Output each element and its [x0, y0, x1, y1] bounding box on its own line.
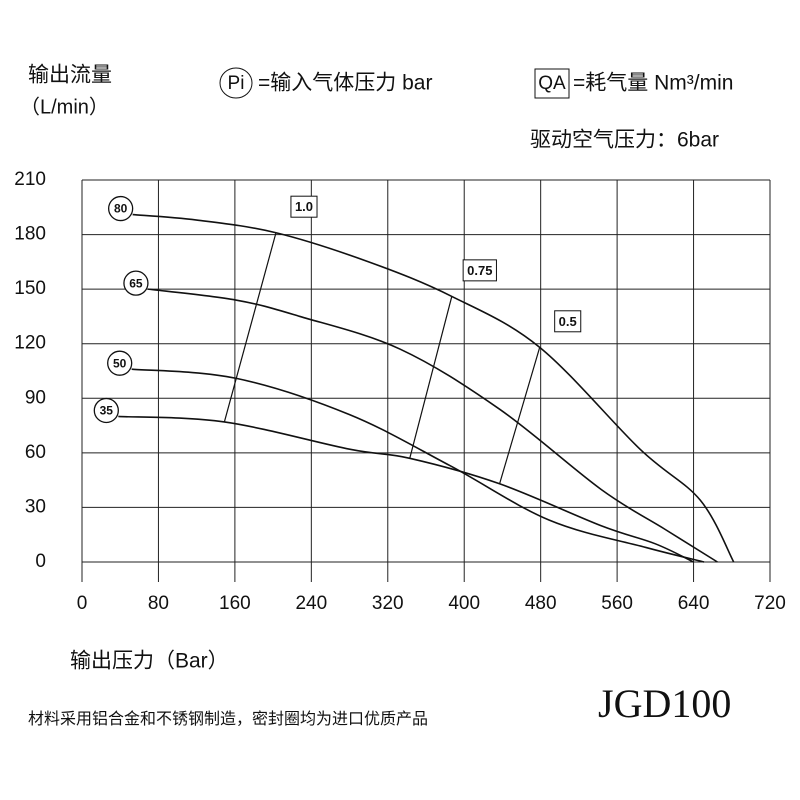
x-tick-label: 160 — [219, 593, 251, 614]
qa-label-frame — [554, 310, 582, 333]
qa-symbol: QA — [538, 73, 566, 94]
pi-symbol-frame — [219, 67, 253, 99]
series-line — [118, 415, 694, 563]
x-tick-label: 720 — [754, 593, 786, 614]
legend-label: 50 — [113, 356, 127, 370]
series-badge — [123, 270, 149, 296]
qa-line — [223, 232, 277, 423]
qa-line — [409, 296, 453, 459]
y-label: 输出流量 — [28, 64, 112, 87]
qa-label: 0.5 — [559, 314, 577, 329]
y-tick-label: 60 — [25, 442, 46, 463]
x-tick-label: 560 — [601, 593, 633, 614]
series-line — [132, 213, 735, 563]
x-tick-label: 0 — [77, 593, 88, 614]
series-badge — [107, 350, 133, 376]
y-tick-label: 210 — [14, 169, 46, 190]
qa-line — [499, 347, 541, 484]
x-tick-label: 400 — [448, 593, 480, 614]
note: 驱动空气压力：6bar — [530, 129, 719, 152]
x-tick-label: 80 — [148, 593, 169, 614]
qa-label: 1.0 — [295, 199, 313, 214]
legend-label: 35 — [100, 404, 114, 418]
qa-label-frame — [290, 195, 318, 218]
y-tick-label: 120 — [14, 333, 46, 354]
y-tick-label: 150 — [14, 278, 46, 299]
series-badge — [107, 195, 134, 222]
y-tick-label: 30 — [25, 496, 46, 517]
qa-label-frame — [462, 259, 497, 282]
x-tick-label: 240 — [295, 593, 327, 614]
pi-symbol: Pi — [228, 73, 245, 94]
legend-label: 65 — [129, 276, 143, 290]
x-tick-label: 320 — [372, 593, 404, 614]
series-badge — [93, 397, 119, 424]
x-tick-label: 640 — [678, 593, 710, 614]
x-tick-label: 480 — [525, 593, 557, 614]
y-tick-label: 0 — [35, 551, 46, 572]
legend-text: =输入气体压力 bar — [258, 72, 432, 95]
footer: 材料采用铝合金和不锈钢制造，密封圈均为进口优质产品 — [28, 710, 428, 728]
qa-label: 0.75 — [467, 263, 492, 278]
x-label: 输出压力（Bar） — [70, 650, 229, 673]
qa-symbol-frame — [534, 68, 570, 99]
y-tick-label: 180 — [14, 224, 46, 245]
model: JGD100 — [598, 681, 731, 726]
series-line — [147, 288, 718, 563]
y-tick-label: 90 — [25, 387, 46, 408]
legend-text: =耗气量 Nm³/min — [573, 72, 733, 95]
legend-label: 80 — [114, 202, 128, 216]
y-unit: （L/min） — [20, 95, 109, 118]
